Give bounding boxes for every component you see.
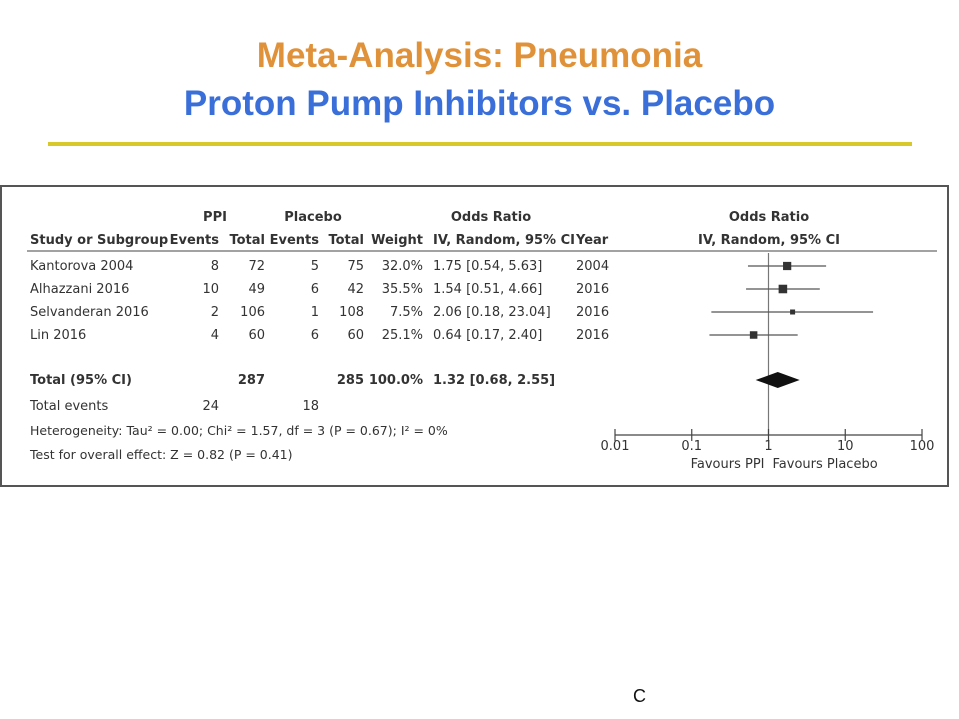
x-tick-label: 1	[764, 439, 772, 454]
x-tick-label: 10	[837, 439, 854, 454]
pooled-diamond	[755, 372, 800, 388]
cell-or: 2.06 [0.18, 23.04]	[433, 305, 551, 320]
cell-ppi-events: 10	[202, 282, 219, 297]
cell-year: 2016	[576, 305, 609, 320]
col-year: Year	[575, 233, 609, 248]
cell-ppi-events: 2	[211, 305, 219, 320]
cell-ppi-total: 49	[248, 282, 265, 297]
cell-study: Selvanderan 2016	[30, 305, 149, 320]
study-marker	[749, 331, 758, 339]
col-placebo-total: Total	[328, 233, 364, 248]
col-placebo-events: Events	[270, 233, 320, 248]
total-events-ppi: 24	[202, 399, 219, 414]
cell-year: 2016	[576, 328, 609, 343]
cell-or: 0.64 [0.17, 2.40]	[433, 328, 542, 343]
cell-study: Kantorova 2004	[30, 259, 133, 274]
cell-ppi-total: 72	[248, 259, 265, 274]
overall-effect-text: Test for overall effect: Z = 0.82 (P = 0…	[29, 447, 293, 462]
cell-pl-total: 75	[347, 259, 364, 274]
study-rows: Kantorova 2004 8 72 5 75 32.0% 1.75 [0.54, 5.6…	[30, 259, 609, 343]
x-tick-label: 100	[910, 439, 935, 454]
forest-plot-svg: PPI Placebo Odds Ratio Odds Ratio Study …	[27, 210, 937, 472]
x-tick-label: 0.01	[601, 439, 630, 454]
cell-year: 2016	[576, 282, 609, 297]
cell-pl-events: 6	[311, 328, 319, 343]
cell-ppi-events: 8	[211, 259, 219, 274]
cell-weight: 35.5%	[382, 282, 423, 297]
col-study: Study or Subgroup	[30, 233, 168, 248]
cell-pl-events: 6	[311, 282, 319, 297]
cell-year: 2004	[576, 259, 609, 274]
footer-fragment: C	[633, 686, 646, 706]
cell-or: 1.75 [0.54, 5.63]	[433, 259, 542, 274]
favours-placebo-label: Favours Placebo	[773, 457, 878, 472]
cell-ppi-events: 4	[211, 328, 219, 343]
total-events-placebo: 18	[302, 399, 319, 414]
slide-title-line2: Proton Pump Inhibitors vs. Placebo	[183, 84, 776, 123]
total-label: Total (95% CI)	[30, 373, 132, 388]
total-placebo: 285	[337, 373, 364, 388]
cell-ppi-total: 106	[240, 305, 265, 320]
study-marker	[790, 309, 796, 315]
x-tick-label: 0.1	[681, 439, 702, 454]
or-group-header: Odds Ratio	[451, 210, 531, 225]
forest-plot-area: 0.01 0.1 1 10 100 Favours PPI Favours Placebo	[601, 253, 935, 472]
cell-or: 1.54 [0.51, 4.66]	[433, 282, 542, 297]
col-plot-method: IV, Random, 95% CI	[698, 233, 840, 248]
heterogeneity-text: Heterogeneity: Tau² = 0.00; Chi² = 1.57,…	[30, 423, 448, 438]
col-odds-ratio: IV, Random, 95% CI	[433, 233, 575, 248]
plot-group-header: Odds Ratio	[729, 210, 809, 225]
ppi-group-header: PPI	[203, 210, 227, 225]
favours-ppi-label: Favours PPI	[691, 457, 765, 472]
cell-pl-total: 108	[339, 305, 364, 320]
cell-pl-total: 60	[347, 328, 364, 343]
cell-pl-events: 1	[311, 305, 319, 320]
cell-pl-events: 5	[311, 259, 319, 274]
study-marker	[778, 284, 788, 294]
col-ppi-events: Events	[170, 233, 220, 248]
cell-weight: 25.1%	[382, 328, 423, 343]
study-marker	[783, 261, 792, 271]
cell-weight: 32.0%	[382, 259, 423, 274]
slide-title-line1: Meta-Analysis: Pneumonia	[256, 36, 703, 75]
total-weight: 100.0%	[369, 373, 423, 388]
forest-plot-panel: PPI Placebo Odds Ratio Odds Ratio Study …	[0, 185, 949, 487]
title-divider	[48, 142, 912, 146]
cell-study: Lin 2016	[30, 328, 86, 343]
placebo-group-header: Placebo	[284, 210, 342, 225]
total-or: 1.32 [0.68, 2.55]	[433, 373, 555, 388]
cell-study: Alhazzani 2016	[30, 282, 129, 297]
col-ppi-total: Total	[229, 233, 265, 248]
total-events-label: Total events	[29, 399, 109, 414]
total-ppi: 287	[238, 373, 265, 388]
col-weight: Weight	[371, 233, 423, 248]
cell-weight: 7.5%	[390, 305, 423, 320]
cell-pl-total: 42	[347, 282, 364, 297]
cell-ppi-total: 60	[248, 328, 265, 343]
